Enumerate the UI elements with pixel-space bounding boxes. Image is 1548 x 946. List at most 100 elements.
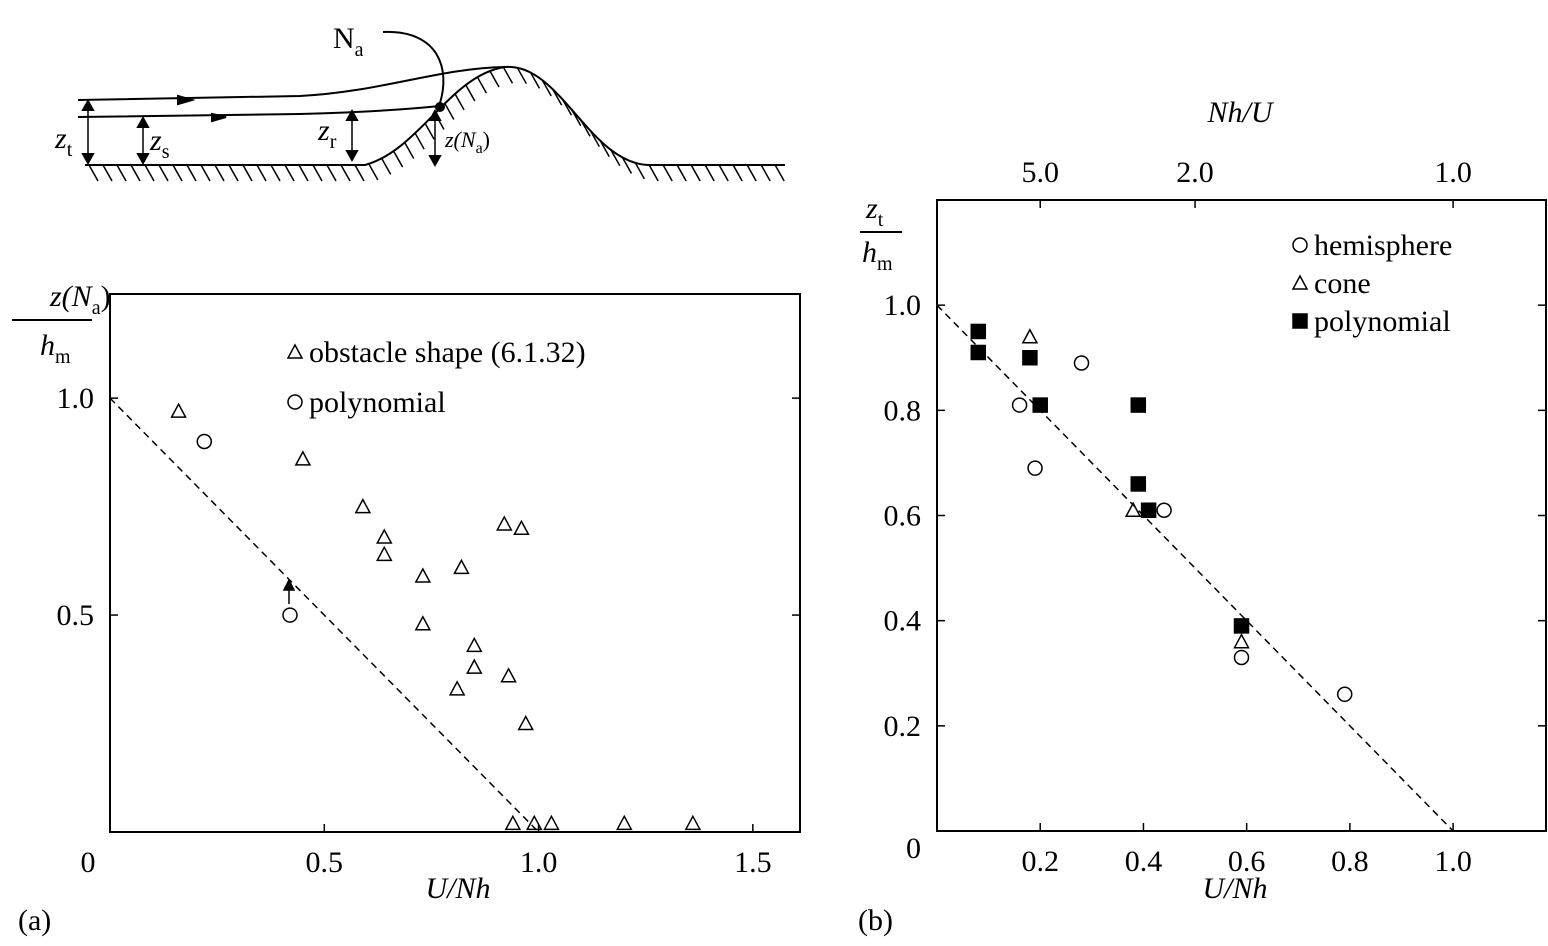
plot-frame (109, 293, 801, 833)
label-sub: a (355, 39, 364, 61)
streamline (77, 105, 441, 118)
hatch-line (381, 157, 392, 175)
data-point (466, 636, 483, 653)
hatch-line (561, 98, 573, 116)
x2-axis-label: Nh/U (1206, 96, 1274, 129)
y-tick-label: 0.5 (57, 599, 95, 632)
data-point (616, 814, 633, 831)
data-point (414, 615, 432, 631)
y-tick-label: 1.0 (884, 289, 922, 322)
data-point (500, 667, 517, 683)
legend-label: polynomial (1314, 305, 1451, 338)
hatch-line (774, 164, 785, 182)
data-point (294, 450, 312, 466)
data-point (970, 323, 987, 340)
y-tick-label: 0.4 (884, 605, 922, 638)
legend-marker (287, 394, 303, 410)
panel-label: (b) (858, 904, 893, 937)
hatch-line (599, 140, 610, 158)
legend-marker (1292, 237, 1308, 253)
hatch-line (529, 72, 541, 89)
hatch-line (746, 164, 757, 182)
hatch-line (158, 164, 169, 182)
reference-line (936, 304, 1454, 832)
legend-marker (1291, 274, 1309, 290)
hatch-line (424, 123, 435, 140)
data-point (448, 680, 466, 696)
x2-tick-label: 2.0 (1176, 156, 1214, 189)
data-point (170, 402, 187, 418)
hatch-line (186, 164, 197, 182)
label-base: z(N (49, 280, 94, 313)
flow-arrow (177, 94, 227, 123)
hatch-line (610, 149, 621, 167)
data-point (970, 344, 987, 361)
data-point (376, 545, 393, 562)
data-point (1021, 328, 1039, 344)
hatch-line (326, 164, 337, 182)
y-tick-label: 0.6 (884, 500, 922, 533)
y-label-denominator: hm (40, 329, 71, 368)
data-point (684, 814, 702, 831)
label-sub: a (92, 297, 101, 319)
hatch-line (516, 67, 528, 85)
data-point (526, 814, 543, 831)
label-base: z (54, 122, 67, 155)
label-base: z (317, 114, 330, 147)
label-base: h (40, 329, 55, 362)
hatch-line (172, 164, 183, 182)
label-sub: r (330, 131, 337, 153)
hatch-line (256, 164, 267, 182)
data-point (466, 658, 483, 674)
hatch-line (116, 164, 127, 182)
label-base: h (862, 236, 877, 269)
y-label-numerator: zt (865, 192, 884, 231)
terrain-diagram (77, 30, 785, 182)
hatch-line (580, 119, 591, 137)
panel-label: (a) (18, 904, 51, 937)
data-point (1336, 686, 1353, 703)
x-axis-label: U/Nh (1202, 872, 1267, 905)
hatch-line (312, 164, 323, 182)
hatch-line (552, 88, 563, 106)
label-base: z(N (444, 127, 477, 152)
label-leader (382, 30, 445, 104)
hatch-line (298, 164, 309, 182)
hatch-line (368, 163, 379, 181)
diagram-label: zt (54, 122, 73, 161)
stagnation-point (435, 102, 445, 112)
hatch-line (648, 164, 659, 182)
x-tick-label: 0.6 (1228, 845, 1266, 878)
label-sub: a (476, 140, 483, 157)
label-sub: m (55, 346, 71, 368)
label-base: N (333, 22, 355, 55)
hatch-line (541, 79, 552, 97)
hatch-line (502, 66, 514, 84)
label-base: z (865, 192, 878, 225)
x-tick-label: 1.0 (1434, 845, 1472, 878)
hatch-line (200, 164, 211, 182)
data-point (414, 567, 432, 583)
data-point (1073, 355, 1090, 371)
data-point (517, 714, 534, 731)
legend-label: cone (1314, 267, 1371, 300)
x-tick-label: 0.2 (1021, 845, 1059, 878)
x-tick-label: 0.8 (1331, 845, 1369, 878)
y-tick-label: 0.2 (884, 710, 922, 743)
legend-label: hemisphere (1314, 229, 1452, 262)
legend-marker (286, 343, 304, 359)
hatch-line (621, 157, 633, 174)
x-tick-label: 0 (81, 846, 96, 879)
hatch-line (589, 130, 601, 148)
hatch-line (130, 164, 141, 182)
hatch-line (704, 164, 715, 182)
hatch-line (489, 70, 500, 88)
hatch-line (732, 164, 743, 182)
label-sub: t (878, 209, 884, 231)
data-point (513, 519, 530, 536)
hatch-line (718, 164, 729, 182)
data-point (1011, 397, 1028, 413)
hatching (88, 66, 785, 182)
data-point (543, 814, 560, 831)
